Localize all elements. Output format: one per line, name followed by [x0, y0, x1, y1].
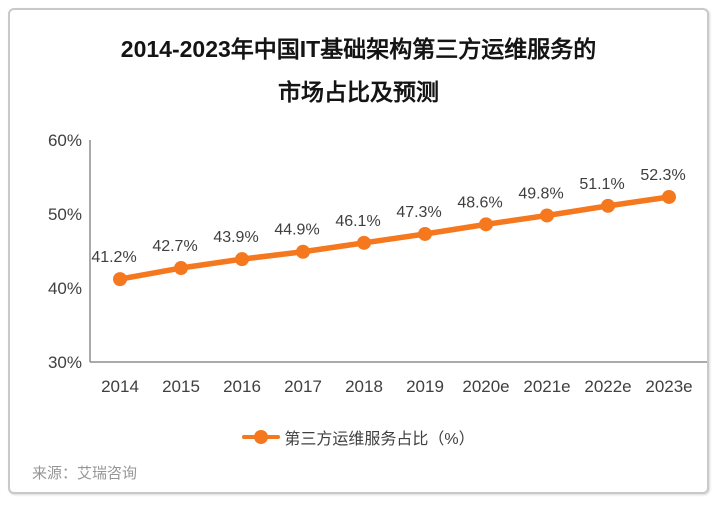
source-note: 来源：艾瑞咨询	[32, 465, 138, 482]
legend-line-marker-icon	[242, 430, 281, 444]
data-point-marker	[418, 226, 432, 241]
data-point-label: 46.1%	[335, 213, 380, 230]
data-point-marker	[601, 198, 615, 213]
y-tick-label: 50%	[48, 205, 82, 224]
x-tick-label: 2020e	[462, 377, 509, 396]
chart-title: 2014-2023年中国IT基础架构第三方运维服务的 市场占比及预测	[10, 28, 707, 114]
series-line	[117, 194, 672, 282]
data-point-label: 52.3%	[640, 167, 685, 184]
x-tick-label: 2016	[223, 377, 261, 396]
x-tick-label: 2023e	[645, 377, 692, 396]
data-point-label: 44.9%	[274, 222, 319, 239]
y-tick-label: 60%	[48, 131, 82, 150]
x-tick-label: 2014	[101, 377, 139, 396]
data-point-label: 42.7%	[152, 238, 197, 255]
legend-label: 第三方运维服务占比（%）	[284, 431, 475, 448]
legend-dot	[254, 430, 269, 444]
x-tick-label: 2017	[284, 377, 322, 396]
chart-title-line1: 2014-2023年中国IT基础架构第三方运维服务的	[120, 36, 597, 62]
chart-legend: 第三方运维服务占比（%）	[10, 422, 707, 452]
data-point-label: 41.2%	[91, 249, 136, 266]
x-tick-label: 2018	[345, 377, 383, 396]
line-chart: 30% 40% 50% 60% 2014 2015 2016 2017 2018 2019 2020…	[48, 131, 707, 396]
data-point-label: 51.1%	[579, 176, 624, 193]
data-point-marker	[174, 261, 188, 276]
data-point-marker	[479, 217, 493, 232]
x-tick-label: 2021e	[523, 377, 570, 396]
x-tick-label: 2019	[406, 377, 444, 396]
data-point-label: 48.6%	[457, 194, 502, 211]
data-point-marker	[235, 252, 249, 267]
data-point-marker	[357, 235, 371, 250]
y-tick-label: 40%	[48, 279, 82, 298]
x-tick-label: 2022e	[584, 377, 631, 396]
y-tick-label: 30%	[48, 353, 82, 372]
data-point-label: 49.8%	[518, 185, 563, 202]
x-tick-label: 2015	[162, 377, 200, 396]
data-point-label: 47.3%	[396, 204, 441, 221]
data-point-marker	[113, 272, 127, 287]
data-point-label: 43.9%	[213, 229, 258, 246]
data-point-marker	[662, 189, 676, 204]
data-point-marker	[296, 244, 310, 259]
chart-title-line2: 市场占比及预测	[278, 79, 439, 105]
chart-card: 2014-2023年中国IT基础架构第三方运维服务的 市场占比及预测 30% 40…	[8, 8, 709, 494]
data-point-marker	[540, 208, 554, 223]
